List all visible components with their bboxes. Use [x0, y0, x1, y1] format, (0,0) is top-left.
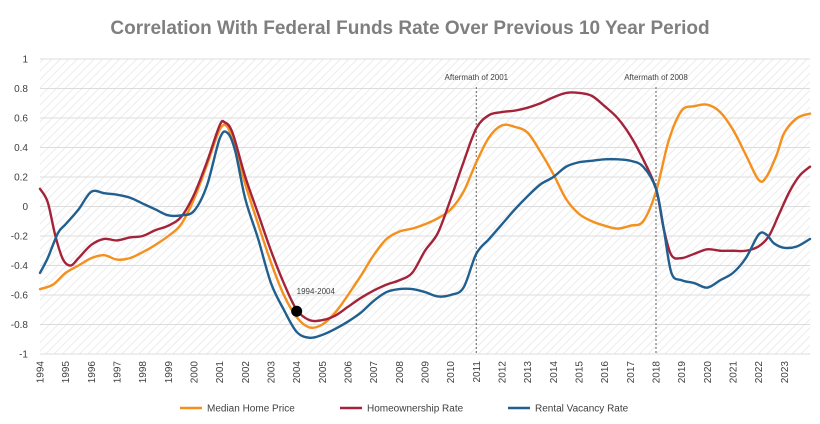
legend-label: Homeownership Rate [367, 404, 464, 415]
x-tick-label: 2018 [652, 361, 663, 384]
annotation-label: Aftermath of 2001 [445, 73, 509, 82]
legend-item: Median Home Price [180, 404, 295, 415]
y-tick-label: -0.2 [11, 232, 29, 243]
x-tick-label: 2022 [754, 361, 765, 384]
y-tick-label: 0.2 [14, 173, 28, 184]
chart-title: Correlation With Federal Funds Rate Over… [110, 18, 709, 39]
series-lines [38, 91, 812, 340]
x-tick-label: 2003 [267, 361, 278, 384]
x-tick-label: 2013 [523, 361, 534, 384]
x-tick-label: 2020 [703, 361, 714, 384]
x-tick-label: 1996 [87, 361, 98, 384]
x-tick-label: 2011 [472, 361, 483, 383]
x-tick-label: 2012 [498, 361, 509, 384]
legend-item: Rental Vacancy Rate [508, 404, 629, 415]
x-tick-label: 2006 [344, 361, 355, 384]
x-axis: 1994 1995 1996 1997 1998 1999 2000 2001 2002 2003… [36, 361, 791, 384]
y-tick-label: -0.6 [11, 291, 29, 302]
x-tick-label: 2014 [549, 361, 560, 384]
x-tick-label: 2016 [600, 361, 611, 384]
annotation-point [291, 305, 303, 317]
vertical-annotation-lines: Aftermath of 2001 Aftermath of 2008 [445, 73, 688, 354]
x-tick-label: 1997 [113, 361, 124, 384]
x-tick-label: 2004 [292, 361, 303, 384]
legend-label: Rental Vacancy Rate [535, 404, 629, 415]
series-line-rental-vacancy-rate [38, 130, 812, 340]
x-tick-label: 2023 [780, 361, 791, 384]
x-tick-label: 2008 [395, 361, 406, 384]
y-tick-label: -1 [19, 350, 28, 361]
gridlines [40, 58, 810, 355]
legend: Median Home Price Homeownership Rate Renta… [180, 404, 629, 415]
annotation-label: Aftermath of 2008 [624, 73, 688, 82]
legend-item: Homeownership Rate [340, 404, 464, 415]
y-tick-label: 0.6 [14, 114, 28, 125]
y-tick-label: 0 [22, 202, 28, 213]
x-tick-label: 2001 [215, 361, 226, 384]
series-line-homeownership-rate [38, 91, 812, 323]
x-tick-label: 2017 [626, 361, 637, 384]
annotation-point-label: 1994-2004 [297, 287, 336, 296]
x-tick-label: 2002 [241, 361, 252, 384]
y-tick-label: 0.8 [14, 84, 28, 95]
x-tick-label: 2009 [421, 361, 432, 384]
y-tick-label: 0.4 [14, 143, 28, 154]
x-tick-label: 2010 [446, 361, 457, 384]
x-tick-label: 2000 [190, 361, 201, 384]
x-tick-label: 2021 [729, 361, 740, 384]
x-tick-label: 2015 [575, 361, 586, 384]
y-tick-label: 1 [22, 55, 28, 66]
x-tick-label: 2007 [369, 361, 380, 384]
x-tick-label: 1994 [36, 361, 47, 384]
series-line-median-home-price [38, 103, 812, 330]
y-tick-label: -0.8 [11, 320, 29, 331]
x-tick-label: 2019 [677, 361, 688, 384]
x-tick-label: 1995 [61, 361, 72, 384]
x-tick-label: 1998 [138, 361, 149, 384]
point-annotations: 1994-2004 [291, 287, 335, 317]
x-tick-label: 1999 [164, 361, 175, 384]
y-axis: 1 0.8 0.6 0.4 0.2 0 -0.2 -0.4 -0.6 -0.8 -1 [11, 55, 29, 361]
x-tick-label: 2005 [318, 361, 329, 384]
y-tick-label: -0.4 [11, 261, 29, 272]
legend-label: Median Home Price [207, 404, 295, 415]
